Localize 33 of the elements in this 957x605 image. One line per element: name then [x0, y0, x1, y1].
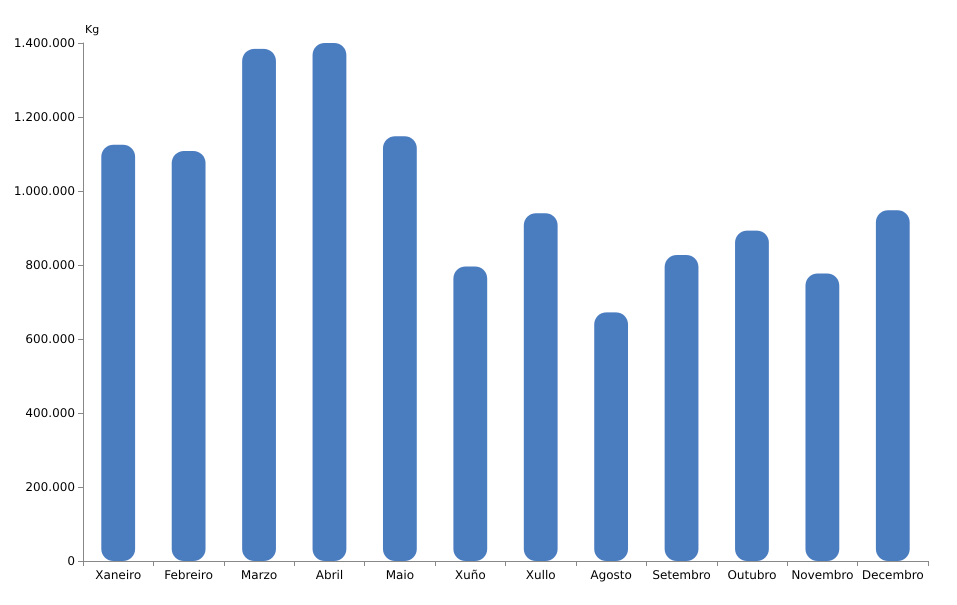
- bar: [312, 43, 346, 561]
- y-tick-label: 800.000: [25, 258, 75, 272]
- x-tick-label: Maio: [386, 568, 414, 582]
- y-tick-label: 1.000.000: [14, 184, 75, 198]
- x-tick-label: Abril: [316, 568, 344, 582]
- bar: [242, 48, 276, 561]
- bar: [382, 136, 417, 561]
- y-tick-label: 400.000: [25, 406, 75, 420]
- x-tick-label: Febreiro: [164, 568, 213, 582]
- y-tick-label: 0: [67, 554, 75, 568]
- x-tick-label: Xaneiro: [95, 568, 142, 582]
- x-tick-label: Agosto: [590, 568, 632, 582]
- x-tick-label: Outubro: [727, 568, 776, 582]
- x-tick-label: Xuño: [454, 568, 486, 582]
- y-tick-label: 1.200.000: [14, 110, 75, 124]
- x-tick-label: Marzo: [240, 568, 278, 582]
- y-tick-label: 600.000: [25, 332, 75, 346]
- bar: [876, 210, 910, 561]
- y-tick-label: 200.000: [25, 480, 75, 494]
- x-tick-label: Setembro: [652, 568, 711, 582]
- bar: [453, 266, 488, 561]
- bar: [664, 255, 698, 561]
- bar: [524, 213, 558, 561]
- bar: [594, 312, 628, 561]
- bar: [172, 151, 206, 561]
- bar: [101, 144, 136, 561]
- bar: [805, 274, 840, 561]
- x-tick-label: Xullo: [526, 568, 556, 582]
- y-tick-label: 1.400.000: [14, 36, 75, 50]
- y-axis-title: Kg: [85, 23, 100, 36]
- x-tick-label: Novembro: [791, 568, 854, 582]
- bar: [735, 230, 769, 561]
- x-tick-label: Decembro: [862, 568, 924, 582]
